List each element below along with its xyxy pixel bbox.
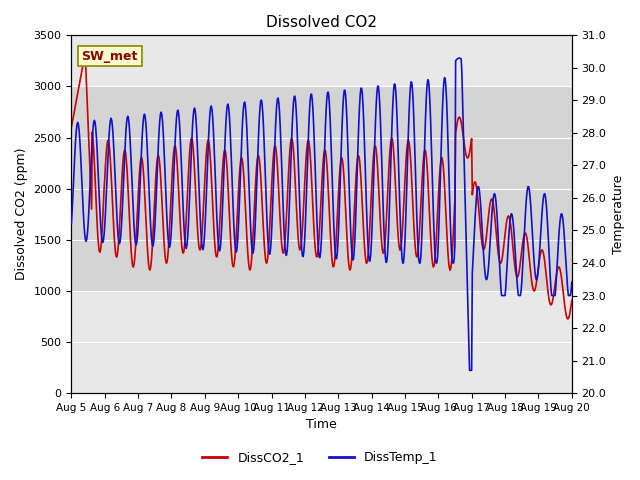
Title: Dissolved CO2: Dissolved CO2: [266, 15, 377, 30]
Bar: [72, 86, 572, 291]
Y-axis label: Dissolved CO2 (ppm): Dissolved CO2 (ppm): [15, 148, 28, 280]
Text: SW_met: SW_met: [81, 49, 138, 63]
X-axis label: Time: Time: [307, 419, 337, 432]
Legend: DissCO2_1, DissTemp_1: DissCO2_1, DissTemp_1: [197, 446, 443, 469]
Y-axis label: Temperature: Temperature: [612, 175, 625, 254]
